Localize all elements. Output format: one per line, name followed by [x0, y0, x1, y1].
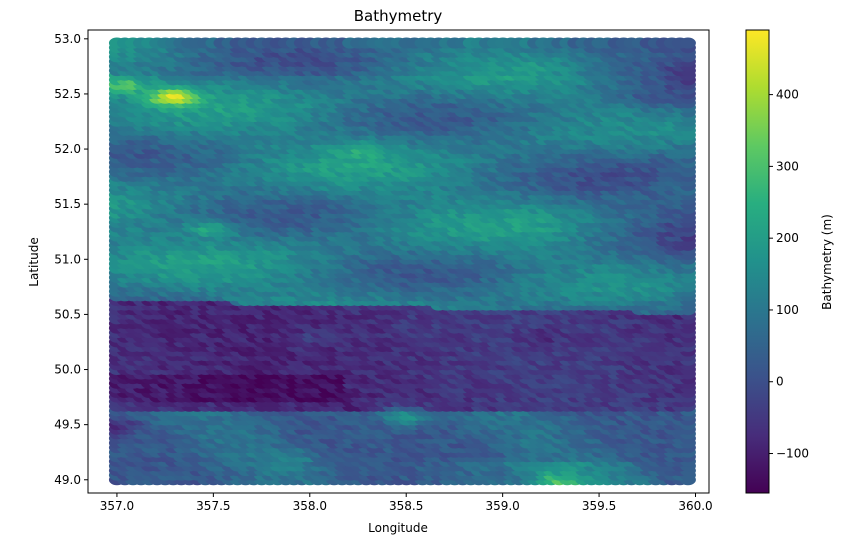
- scatter-markers: [108, 37, 696, 486]
- chart-title: Bathymetry: [354, 7, 443, 25]
